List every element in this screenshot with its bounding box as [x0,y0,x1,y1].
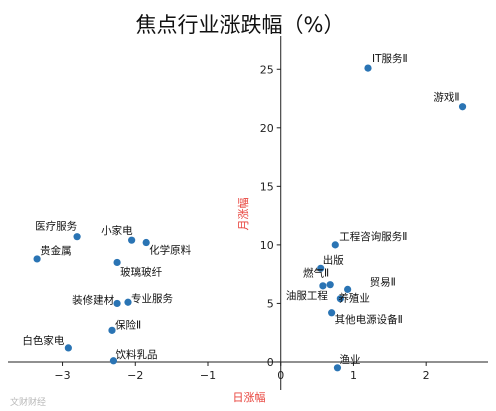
point-label: 贸易Ⅱ [370,276,396,288]
point-label: 燃气Ⅱ [303,267,329,280]
data-point [113,258,121,267]
point-label: 医疗服务 [35,220,77,233]
point-label: 专业服务 [131,292,173,305]
data-point [317,264,325,272]
point-label: 保险Ⅱ [115,318,141,331]
point-label: 出版 [323,253,344,266]
y-tick-label: 25 [260,63,274,76]
data-point [326,281,334,289]
data-point [64,344,72,352]
data-point [458,103,467,111]
point-label: 养殖业 [338,292,370,305]
x-tick-label: 0 [277,369,284,382]
data-point [344,285,352,293]
x-tick-label: 2 [423,369,430,382]
data-points [33,64,467,372]
x-tick-label: 1 [350,369,357,382]
chart-title: 焦点行业涨跌幅（%） [136,13,345,37]
point-label: 白色家电 [22,334,64,347]
point-label: 游戏Ⅱ [433,91,459,104]
point-label: 饮料乳品 [115,348,157,361]
y-tick-label: 5 [267,297,274,310]
y-tick-label: 0 [267,356,274,369]
point-label: 小家电 [101,224,133,237]
y-tick-label: 10 [260,239,274,252]
x-tick-label: −3 [54,369,70,382]
data-point [33,255,41,263]
data-point [128,236,136,244]
y-tick-label: 20 [260,122,274,135]
data-point [124,298,132,306]
point-label: 工程咨询服务Ⅱ [339,230,407,243]
point-label: 其他电源设备Ⅱ [335,313,403,326]
data-point [108,326,116,334]
point-label: 渔业 [339,354,360,366]
data-point [331,241,339,249]
x-ticks: −3 −2 −1 0 1 2 [54,361,430,382]
point-label: 化学原料 [149,244,191,257]
x-tick-label: −1 [200,369,216,382]
data-point [336,295,344,303]
data-point [109,357,118,365]
data-point [142,238,150,247]
point-label: IT服务Ⅱ [372,52,408,65]
watermark-text: 文财财经 [10,396,46,408]
data-point [328,309,336,317]
data-point [319,282,327,290]
x-axis-label: 日涨幅 [233,391,266,404]
point-label: 装修建材 [72,293,114,306]
data-point [113,299,121,308]
y-axis-label: 月涨幅 [237,198,250,231]
point-label: 贵金属 [40,244,72,257]
axes [8,36,488,390]
data-point [73,233,81,241]
data-point [333,364,342,372]
y-ticks: 0 5 10 15 20 25 [260,63,281,369]
data-point [364,64,372,72]
point-label: 油服工程 [286,289,328,302]
x-tick-label: −2 [127,369,143,382]
y-tick-label: 15 [260,180,274,193]
point-label: 玻璃玻纤 [120,265,162,278]
